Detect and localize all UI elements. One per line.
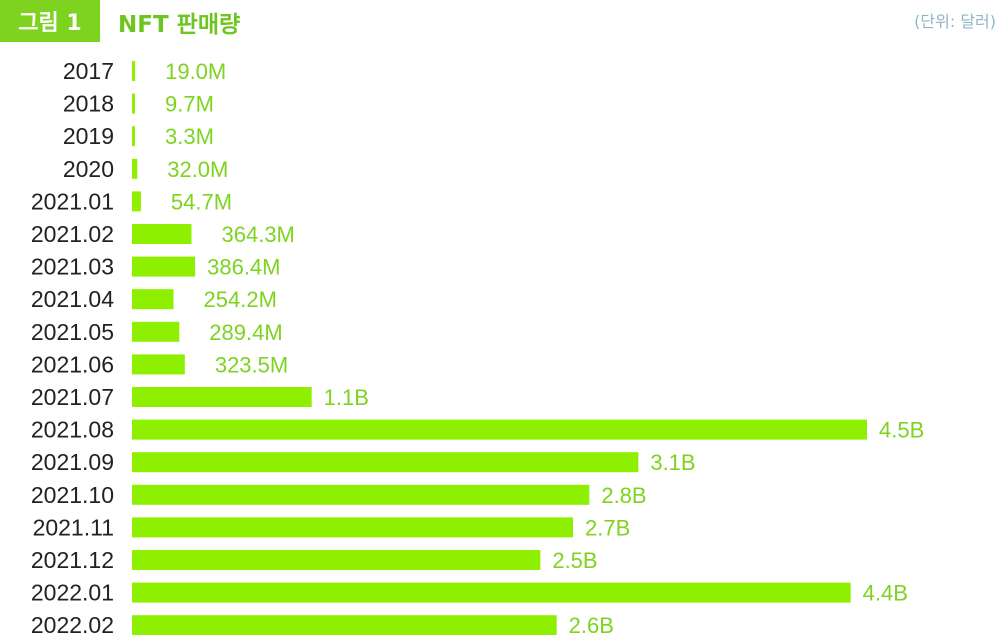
bar bbox=[132, 158, 138, 179]
bar bbox=[132, 61, 136, 81]
category-label: 2021.08 bbox=[31, 417, 114, 443]
category-label: 2021.11 bbox=[33, 514, 114, 540]
value-label: 4.5B bbox=[879, 418, 924, 443]
value-label: 2.7B bbox=[585, 515, 630, 540]
category-label: 2021.03 bbox=[31, 254, 114, 280]
chart-title: NFT 판매량 bbox=[118, 12, 241, 38]
value-label: 3.1B bbox=[650, 450, 695, 475]
value-label: 9.7M bbox=[165, 92, 214, 117]
value-label: 2.6B bbox=[569, 613, 614, 635]
value-label: 2.8B bbox=[601, 483, 646, 508]
category-label: 2021.07 bbox=[31, 384, 114, 410]
category-label: 2018 bbox=[63, 91, 114, 117]
value-label: 323.5M bbox=[215, 352, 288, 377]
bar-chart: 2017 19.0M 2018 9.7M 2019 3.3M 2020 32.0M 2021.0… bbox=[31, 58, 924, 635]
bar bbox=[132, 93, 135, 114]
bar bbox=[132, 615, 557, 635]
category-label: 2021.09 bbox=[31, 449, 114, 475]
unit-label: (단위: 달러) bbox=[914, 12, 996, 31]
bar bbox=[132, 419, 867, 440]
bar bbox=[132, 387, 312, 407]
bar bbox=[132, 517, 573, 538]
bar bbox=[132, 550, 541, 570]
category-label: 2021.02 bbox=[31, 221, 114, 247]
bar bbox=[132, 126, 135, 147]
category-label: 2021.06 bbox=[31, 351, 114, 377]
category-label: 2021.12 bbox=[31, 547, 114, 573]
bar bbox=[132, 191, 141, 212]
category-label: 2021.04 bbox=[31, 286, 114, 312]
bar bbox=[132, 289, 174, 310]
bar bbox=[132, 224, 192, 244]
value-label: 2.5B bbox=[552, 548, 597, 573]
value-label: 254.2M bbox=[204, 287, 277, 312]
value-label: 32.0M bbox=[167, 157, 228, 182]
value-label: 4.4B bbox=[863, 581, 908, 606]
value-label: 289.4M bbox=[209, 320, 282, 345]
category-label: 2020 bbox=[63, 156, 114, 182]
value-label: 19.0M bbox=[165, 59, 226, 84]
bar bbox=[132, 582, 851, 603]
category-label: 2017 bbox=[63, 58, 114, 84]
value-label: 1.1B bbox=[324, 385, 369, 410]
category-label: 2021.05 bbox=[31, 319, 114, 345]
bar bbox=[132, 354, 185, 375]
category-label: 2019 bbox=[63, 123, 114, 149]
value-label: 386.4M bbox=[207, 255, 280, 280]
value-label: 364.3M bbox=[222, 222, 295, 247]
category-label: 2021.10 bbox=[31, 482, 114, 508]
category-label: 2022.01 bbox=[31, 580, 114, 606]
bar bbox=[132, 256, 196, 277]
figure-label-badge: 그림 1 bbox=[0, 0, 100, 42]
category-label: 2021.01 bbox=[31, 188, 114, 214]
bar bbox=[132, 452, 639, 473]
bar bbox=[132, 484, 590, 505]
value-label: 3.3M bbox=[165, 124, 214, 149]
category-label: 2022.02 bbox=[31, 612, 114, 635]
value-label: 54.7M bbox=[171, 189, 232, 214]
bar bbox=[132, 321, 180, 342]
